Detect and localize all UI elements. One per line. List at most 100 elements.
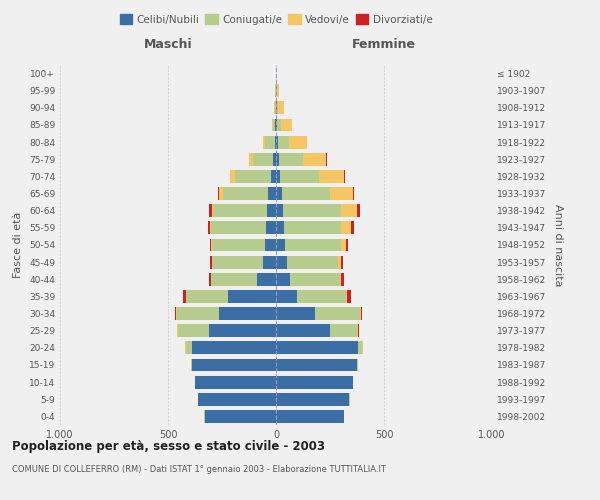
Bar	[341, 204, 357, 217]
Bar	[230, 170, 235, 183]
Bar	[276, 376, 353, 388]
Bar	[276, 358, 357, 372]
Bar	[219, 187, 223, 200]
Bar	[185, 342, 186, 354]
Bar	[341, 238, 346, 252]
Bar	[209, 273, 211, 285]
Bar	[178, 324, 209, 337]
Bar	[257, 273, 276, 285]
Text: COMUNE DI COLLEFERRO (RM) - Dati ISTAT 1° gennaio 2003 - Elaborazione TUTTITALIA: COMUNE DI COLLEFERRO (RM) - Dati ISTAT 1…	[12, 465, 386, 474]
Bar	[315, 307, 360, 320]
Bar	[253, 153, 274, 166]
Bar	[265, 136, 275, 148]
Bar	[272, 118, 275, 132]
Bar	[350, 222, 353, 234]
Bar	[276, 170, 280, 183]
Bar	[277, 102, 278, 114]
Bar	[205, 410, 276, 423]
Bar	[275, 136, 276, 148]
Bar	[282, 187, 330, 200]
Bar	[276, 273, 290, 285]
Bar	[357, 358, 358, 372]
Bar	[284, 222, 341, 234]
Bar	[191, 358, 192, 372]
Bar	[263, 256, 276, 268]
Bar	[187, 290, 229, 303]
Bar	[283, 204, 341, 217]
Bar	[347, 290, 351, 303]
Bar	[271, 170, 276, 183]
Bar	[214, 204, 268, 217]
Bar	[210, 256, 212, 268]
Bar	[358, 342, 362, 354]
Bar	[263, 136, 265, 148]
Bar	[278, 102, 284, 114]
Bar	[182, 290, 186, 303]
Bar	[192, 358, 276, 372]
Bar	[276, 342, 358, 354]
Bar	[210, 222, 211, 234]
Bar	[212, 256, 263, 268]
Bar	[361, 307, 362, 320]
Bar	[340, 273, 341, 285]
Bar	[338, 256, 341, 268]
Bar	[176, 307, 219, 320]
Bar	[287, 256, 338, 268]
Bar	[289, 136, 307, 148]
Bar	[276, 393, 349, 406]
Bar	[265, 238, 276, 252]
Bar	[303, 153, 326, 166]
Bar	[357, 204, 360, 217]
Bar	[346, 290, 347, 303]
Bar	[268, 187, 276, 200]
Bar	[218, 187, 219, 200]
Bar	[296, 290, 346, 303]
Bar	[276, 410, 344, 423]
Bar	[326, 153, 327, 166]
Bar	[276, 307, 315, 320]
Bar	[277, 118, 281, 132]
Bar	[346, 238, 348, 252]
Bar	[208, 222, 210, 234]
Bar	[212, 204, 214, 217]
Bar	[209, 238, 211, 252]
Bar	[211, 273, 257, 285]
Bar	[276, 204, 283, 217]
Bar	[276, 324, 329, 337]
Bar	[212, 238, 265, 252]
Legend: Celibi/Nubili, Coniugati/e, Vedovi/e, Divorziati/e: Celibi/Nubili, Coniugati/e, Vedovi/e, Di…	[115, 10, 437, 29]
Bar	[341, 256, 343, 268]
Bar	[274, 153, 276, 166]
Bar	[278, 153, 303, 166]
Bar	[285, 238, 341, 252]
Bar	[219, 307, 276, 320]
Bar	[266, 222, 276, 234]
Bar	[223, 187, 268, 200]
Bar	[209, 324, 276, 337]
Bar	[211, 238, 212, 252]
Bar	[281, 118, 292, 132]
Bar	[341, 222, 350, 234]
Bar	[276, 238, 285, 252]
Bar	[358, 324, 359, 337]
Bar	[330, 187, 353, 200]
Bar	[229, 290, 276, 303]
Bar	[192, 342, 276, 354]
Y-axis label: Fasce di età: Fasce di età	[13, 212, 23, 278]
Bar	[209, 204, 212, 217]
Bar	[249, 153, 253, 166]
Y-axis label: Anni di nascita: Anni di nascita	[553, 204, 563, 286]
Bar	[275, 118, 276, 132]
Bar	[280, 170, 319, 183]
Bar	[276, 290, 296, 303]
Bar	[319, 170, 344, 183]
Bar	[341, 273, 344, 285]
Bar	[235, 170, 271, 183]
Bar	[276, 118, 277, 132]
Bar	[290, 273, 340, 285]
Bar	[329, 324, 357, 337]
Bar	[276, 256, 287, 268]
Text: Femmine: Femmine	[352, 38, 416, 52]
Bar	[175, 307, 176, 320]
Text: Maschi: Maschi	[143, 38, 193, 52]
